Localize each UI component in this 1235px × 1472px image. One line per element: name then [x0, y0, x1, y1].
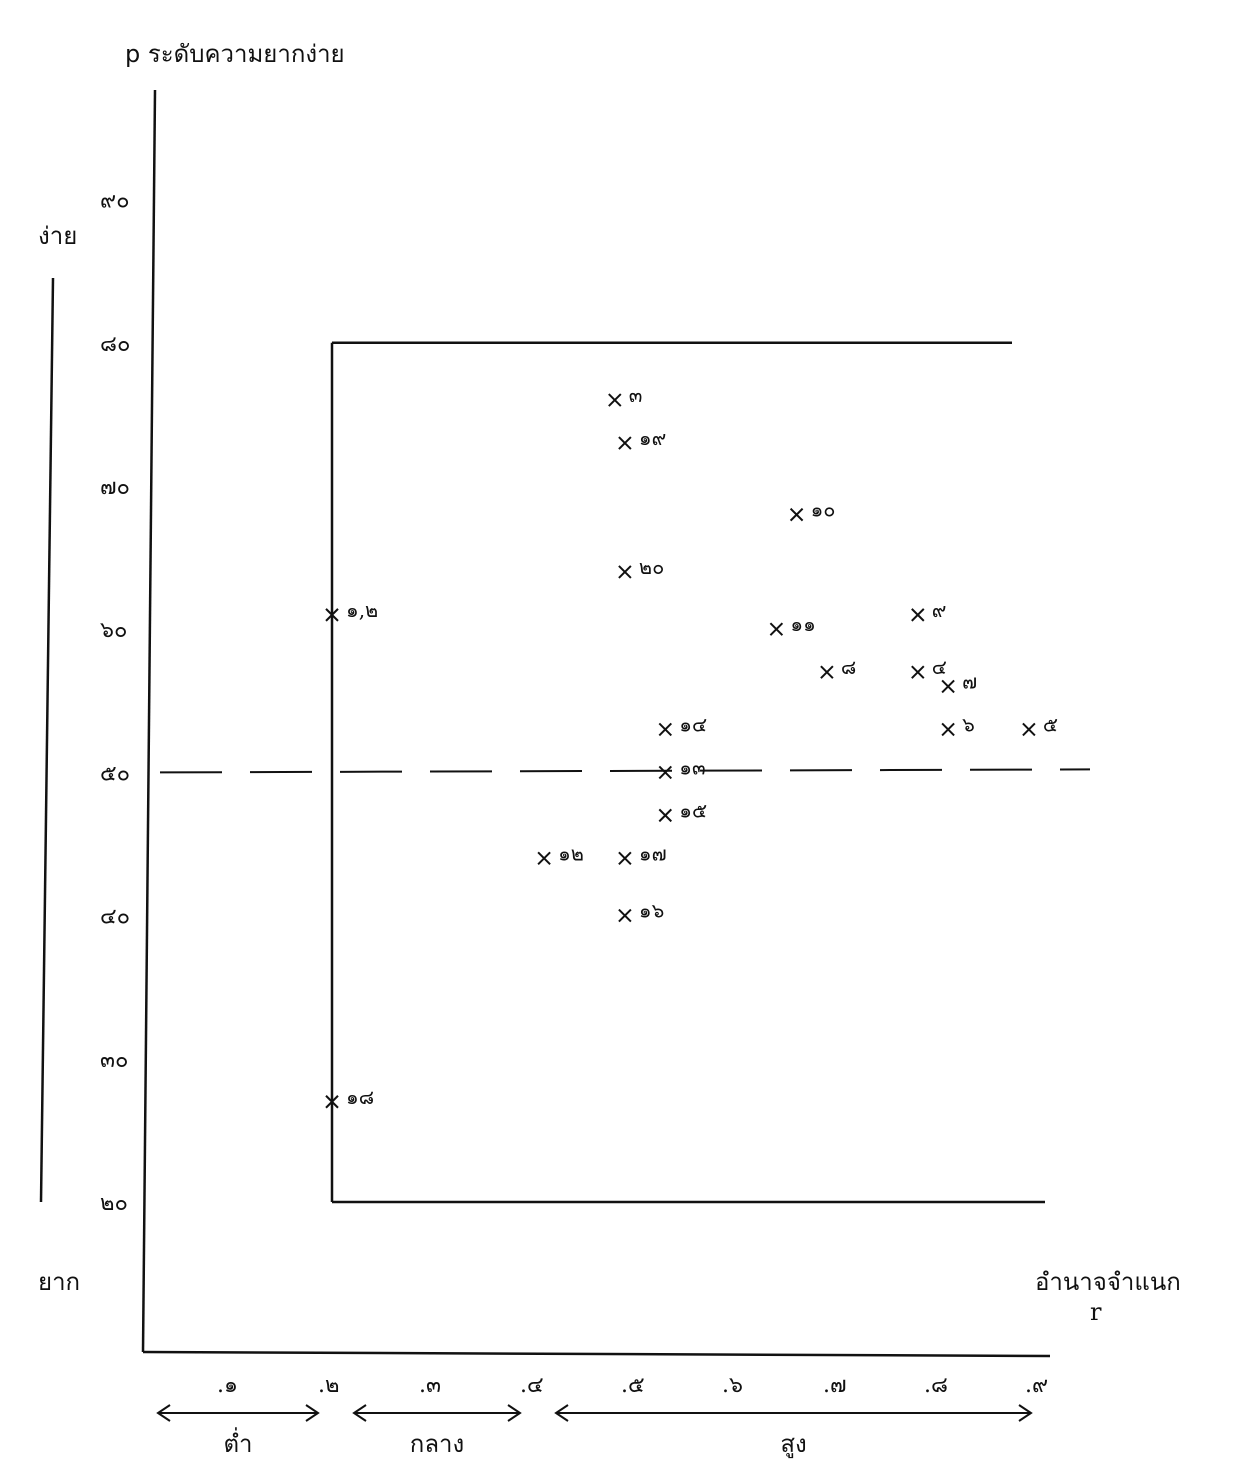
- range-label: กลาง: [410, 1430, 464, 1458]
- point-label: ๑๗: [639, 841, 667, 865]
- y-tick-label: ๗๐: [100, 475, 130, 500]
- x-tick-label: .๕: [621, 1373, 645, 1398]
- point-label: ๑๔: [679, 712, 707, 736]
- point-marker: [911, 608, 925, 622]
- point-marker: [325, 1095, 339, 1109]
- y-tick-label: ๔๐: [100, 905, 130, 930]
- point-marker: [658, 765, 673, 780]
- point-label: ๗: [962, 669, 977, 693]
- point-label: ๘: [841, 655, 856, 679]
- range-arrow-head-right: [1018, 1404, 1033, 1422]
- range-arrow-head-right: [305, 1404, 320, 1422]
- x-tick-label: .๙: [1025, 1373, 1048, 1398]
- x-axis-label: อำนาจจำแนก: [1035, 1268, 1181, 1296]
- x-tick-label: .๖: [722, 1373, 743, 1398]
- x-tick-label: .๔: [520, 1373, 544, 1398]
- point-marker: [618, 565, 632, 579]
- point-label: ๒๐: [639, 555, 664, 579]
- y-tick-label: ๙๐: [100, 189, 130, 214]
- x-tick-label: .๒: [318, 1373, 340, 1398]
- point-label: ๑๐: [811, 498, 836, 522]
- y-tick-label: ๒๐: [100, 1191, 128, 1216]
- range-label: สูง: [780, 1430, 806, 1459]
- point-label: ๑๕: [679, 798, 707, 822]
- x-tick-label: .๗: [823, 1373, 847, 1398]
- point-label: ๖: [962, 712, 975, 736]
- point-label: ๕: [1043, 712, 1058, 736]
- reference-line-p50: [159, 768, 1091, 774]
- point-marker: [820, 665, 834, 679]
- x-tick-label: .๑: [217, 1373, 238, 1398]
- point-marker: [769, 622, 784, 636]
- easy-label: ง่าย: [38, 222, 77, 250]
- point-marker: [618, 436, 632, 450]
- point-marker: [789, 507, 804, 522]
- point-label: ๑,๒: [346, 598, 378, 622]
- chart-title: p ระดับความยากง่าย: [125, 40, 345, 68]
- range-arrow-head-left: [554, 1404, 569, 1422]
- point-marker: [941, 722, 955, 737]
- easy-hard-scale-line: [39, 277, 55, 1203]
- range-arrow-head-right: [507, 1404, 522, 1422]
- x-axis-symbol: r: [1090, 1298, 1102, 1326]
- point-marker: [658, 808, 673, 823]
- point-marker: [658, 722, 673, 737]
- point-label: ๔: [932, 655, 947, 679]
- x-tick-label: .๓: [419, 1373, 441, 1398]
- range-arrow-head-left: [352, 1404, 367, 1422]
- y-tick-label: ๖๐: [100, 618, 127, 643]
- point-label: ๓: [629, 383, 643, 407]
- point-label: ๑๘: [346, 1085, 374, 1109]
- range-arrow-head-left: [156, 1404, 171, 1422]
- x-axis: [142, 1350, 1051, 1358]
- point-marker: [941, 679, 955, 694]
- y-tick-label: ๓๐: [100, 1048, 128, 1073]
- point-label: ๑๒: [558, 841, 584, 865]
- y-tick-label: ๕๐: [100, 761, 130, 786]
- y-axis: [141, 89, 157, 1353]
- point-marker: [537, 851, 551, 866]
- range-label: ต่ำ: [223, 1427, 252, 1458]
- point-marker: [618, 908, 632, 923]
- x-tick-label: .๘: [924, 1373, 948, 1398]
- point-label: ๑๖: [639, 899, 664, 923]
- point-marker: [911, 665, 925, 679]
- hard-label: ยาก: [38, 1268, 80, 1296]
- point-marker: [1022, 722, 1036, 737]
- point-marker: [325, 608, 339, 622]
- point-label: ๑๑: [790, 612, 815, 636]
- point-label: ๙: [932, 598, 947, 622]
- point-label: ๑๙: [639, 426, 666, 450]
- point-label: ๑๓: [679, 755, 705, 779]
- point-marker: [618, 851, 632, 866]
- point-marker: [608, 393, 622, 407]
- y-tick-label: ๘๐: [100, 332, 130, 357]
